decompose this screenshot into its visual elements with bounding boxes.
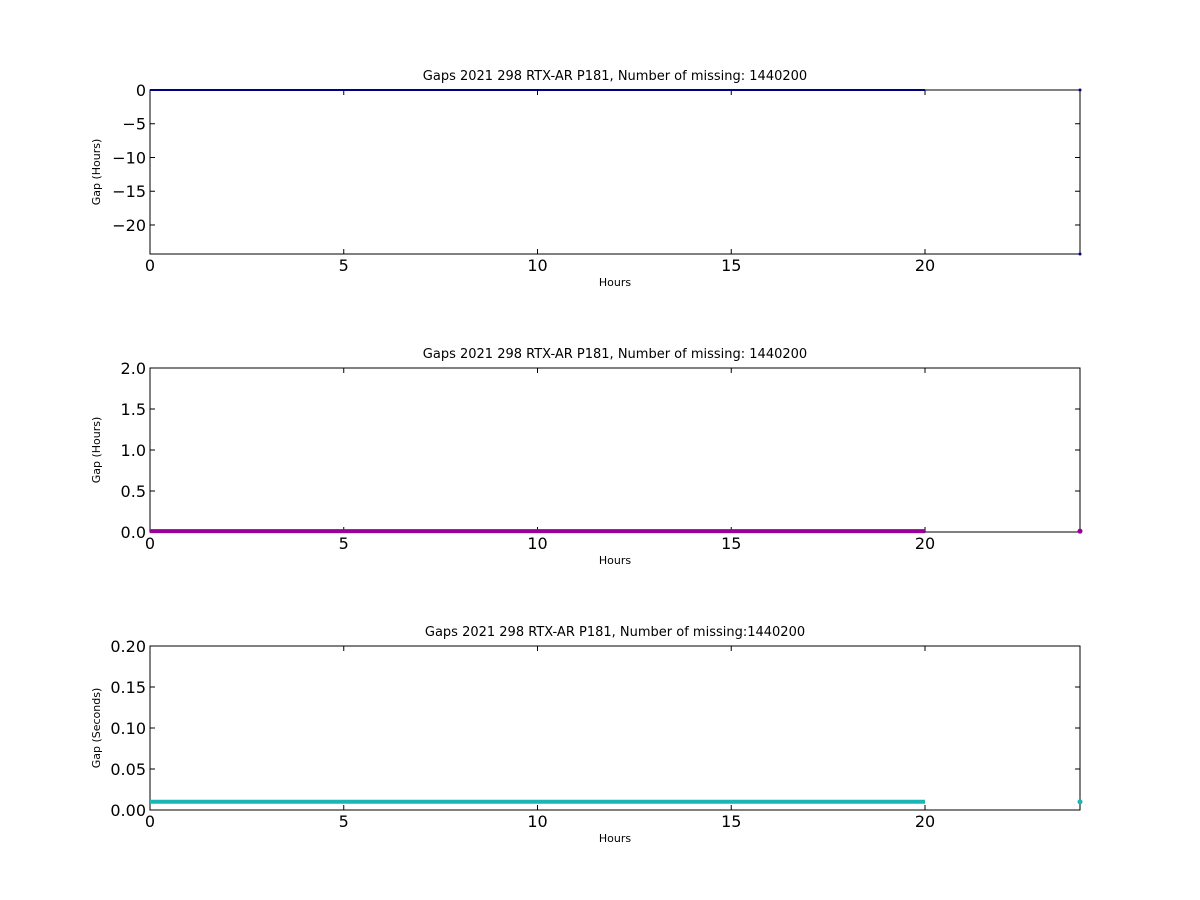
x-tick-label: 20: [915, 256, 935, 275]
plot-frame-1: [149, 89, 1081, 255]
y-tick-label: 0.15: [110, 678, 146, 697]
y-tick-label: 0.10: [110, 719, 146, 738]
data-point-1: [1078, 252, 1082, 256]
x-tick-label: 0: [145, 534, 155, 553]
y-tick-label: −15: [112, 182, 146, 201]
x-tick-label: 5: [339, 256, 349, 275]
y-tick-label: 1.5: [121, 400, 146, 419]
x-axis-label-1: Hours: [599, 276, 631, 289]
y-axis-label-3: Gap (Seconds): [90, 688, 103, 769]
data-point-3: [1077, 799, 1083, 805]
x-tick-label: 20: [915, 534, 935, 553]
x-tick-label: 5: [339, 812, 349, 831]
x-axis-label-3: Hours: [599, 832, 631, 845]
chart-title-2: Gaps 2021 298 RTX-AR P181, Number of mis…: [423, 347, 807, 362]
y-axis-label-1: Gap (Hours): [90, 139, 103, 206]
x-tick-label: 20: [915, 812, 935, 831]
x-tick-label: 15: [721, 812, 741, 831]
y-axis-label-2: Gap (Hours): [90, 417, 103, 484]
y-tick-label: 0.00: [110, 801, 146, 820]
chart-title-1: Gaps 2021 298 RTX-AR P181, Number of mis…: [423, 69, 807, 84]
y-tick-label: 1.0: [121, 441, 146, 460]
x-tick-label: 5: [339, 534, 349, 553]
y-tick-label: 0.5: [121, 482, 146, 501]
data-point-1: [1078, 88, 1082, 92]
x-axis-label-2: Hours: [599, 554, 631, 567]
y-tick-label: −20: [112, 216, 146, 235]
y-tick-label: 2.0: [121, 359, 146, 378]
x-tick-label: 10: [527, 812, 547, 831]
x-tick-label: 0: [145, 812, 155, 831]
y-tick-label: −5: [122, 115, 146, 134]
x-tick-label: 15: [721, 534, 741, 553]
x-tick-label: 10: [527, 256, 547, 275]
data-point-2: [1077, 528, 1083, 534]
x-tick-label: 15: [721, 256, 741, 275]
y-tick-label: 0.0: [121, 523, 146, 542]
y-tick-label: 0: [136, 81, 146, 100]
chart-title-3: Gaps 2021 298 RTX-AR P181, Number of mis…: [425, 625, 805, 640]
y-tick-label: 0.05: [110, 760, 146, 779]
plot-frame-3: [149, 645, 1081, 811]
x-tick-label: 0: [145, 256, 155, 275]
y-tick-label: 0.20: [110, 637, 146, 656]
y-tick-label: −10: [112, 148, 146, 167]
plot-frame-2: [149, 367, 1081, 533]
x-tick-label: 10: [527, 534, 547, 553]
